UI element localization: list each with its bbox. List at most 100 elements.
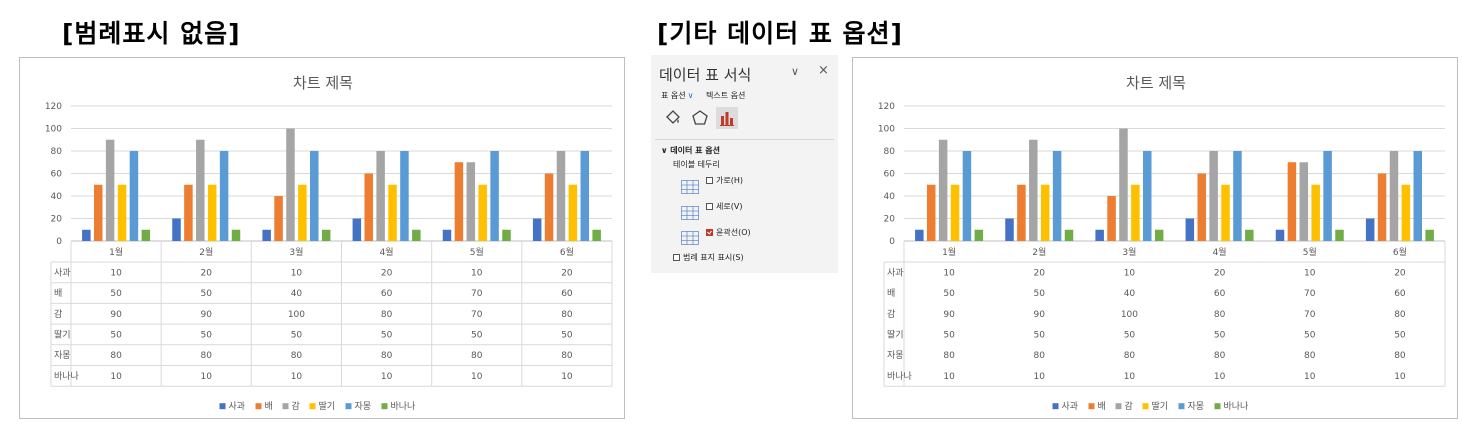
table-cell: 20 <box>1214 268 1226 278</box>
legend-label: 사과 <box>229 401 246 412</box>
table-cell: 80 <box>561 351 573 361</box>
bar-배-5월 <box>454 162 464 241</box>
table-cell: 70 <box>1304 310 1316 320</box>
fill-line-icon[interactable] <box>662 107 684 129</box>
bar-딸기-4월 <box>388 184 397 241</box>
legend-swatch <box>1088 403 1095 410</box>
table-cell: 80 <box>1034 351 1046 361</box>
bar-딸기-1월 <box>950 184 960 241</box>
bar-바나나-2월 <box>231 229 241 241</box>
bar-감-6월 <box>556 151 566 241</box>
table-cell: 10 <box>471 268 483 278</box>
table-row-label: 감 <box>887 308 895 320</box>
effects-icon[interactable] <box>689 107 711 129</box>
table-cell: 10 <box>471 372 483 382</box>
table-cell: 60 <box>1394 289 1406 299</box>
checkbox-box-checked[interactable] <box>706 229 713 236</box>
bar-바나나-6월 <box>592 229 601 241</box>
checkbox-label: 범례 표지 표시(S) <box>683 253 744 262</box>
tab-table-options[interactable]: 표 옵션 ∨ <box>661 91 694 100</box>
table-cell: 100 <box>288 310 305 320</box>
chart-title: 차트 제목 <box>1126 74 1186 92</box>
legend-label: 사과 <box>1062 401 1079 412</box>
legend-label: 딸기 <box>319 400 336 412</box>
table-cell: 80 <box>943 351 955 361</box>
table-cell: 20 <box>1034 268 1046 278</box>
bar-자몽-6월 <box>1413 151 1423 241</box>
table-options-icon[interactable] <box>716 107 738 129</box>
y-tick-label: 120 <box>878 102 895 112</box>
table-cell: 50 <box>201 330 213 340</box>
bar-바나나-3월 <box>321 229 331 241</box>
bar-딸기-2월 <box>207 184 217 241</box>
close-icon[interactable]: × <box>818 63 829 78</box>
checkbox-box[interactable] <box>673 254 680 261</box>
checkbox-vertical[interactable]: 세로(V) <box>706 201 742 212</box>
y-tick-label: 20 <box>51 215 63 225</box>
bar-딸기-5월 <box>1311 184 1320 241</box>
category-label: 1월 <box>109 246 123 258</box>
bar-배-2월 <box>184 184 193 241</box>
checkbox-label: 윤곽선(O) <box>716 228 751 237</box>
table-cell: 10 <box>561 372 573 382</box>
table-cell: 40 <box>291 289 303 299</box>
table-cell: 60 <box>381 289 393 299</box>
checkbox-outline[interactable]: 윤곽선(O) <box>706 227 751 238</box>
bar-배-3월 <box>1107 196 1116 241</box>
checkbox-box[interactable] <box>706 203 713 210</box>
table-cell: 50 <box>110 289 122 299</box>
chart-outline-only[interactable]: 차트 제목 0 20 40 60 80 100 120 1월 2월 3월 4월 5월 6월 사과 10 20 10… <box>852 57 1458 419</box>
legend-label: 딸기 <box>1152 400 1169 412</box>
table-cell: 70 <box>471 310 483 320</box>
bar-자몽-4월 <box>400 151 409 241</box>
category-label: 6월 <box>560 246 574 258</box>
bar-자몽-3월 <box>310 151 319 241</box>
y-tick-label: 120 <box>45 102 62 112</box>
bar-딸기-3월 <box>298 184 307 241</box>
table-cell: 50 <box>291 330 303 340</box>
table-cell: 50 <box>943 330 955 340</box>
bar-배-6월 <box>544 173 554 241</box>
y-tick-label: 40 <box>884 192 896 202</box>
table-cell: 100 <box>1121 310 1138 320</box>
chart-no-legend-keys[interactable]: 차트 제목 0 20 40 60 80 100 120 1월 2월 3월 4월 5월 6월 사과 10 20 10… <box>19 57 625 419</box>
bar-바나나-5월 <box>502 229 511 241</box>
table-cell: 40 <box>1124 289 1136 299</box>
bar-사과-3월 <box>1095 229 1104 241</box>
category-label: 1월 <box>942 246 956 258</box>
bar-감-1월 <box>105 139 115 241</box>
table-cell: 50 <box>201 289 213 299</box>
bar-자몽-2월 <box>219 151 229 241</box>
table-cell: 80 <box>201 351 213 361</box>
y-tick-label: 0 <box>889 237 895 247</box>
table-cell: 10 <box>1034 372 1046 382</box>
bar-사과-1월 <box>82 229 91 241</box>
legend-swatch <box>1052 403 1059 410</box>
legend-swatch <box>1178 403 1185 410</box>
bar-배-4월 <box>364 173 373 241</box>
bar-자몽-5월 <box>490 151 499 241</box>
bar-사과-5월 <box>1275 229 1285 241</box>
legend-label: 바나나 <box>391 401 416 412</box>
bar-배-5월 <box>1287 162 1297 241</box>
checkbox-horizontal[interactable]: 가로(H) <box>706 175 743 186</box>
grid-outline-icon <box>681 230 699 245</box>
bar-바나나-5월 <box>1335 229 1344 241</box>
category-label: 2월 <box>199 246 213 258</box>
checkbox-box[interactable] <box>706 177 713 184</box>
bar-사과-2월 <box>172 218 181 241</box>
panel-title: 데이터 표 서식 <box>659 66 752 84</box>
table-cell: 10 <box>201 372 213 382</box>
heading-no-legend: [범례표시 없음] <box>62 19 241 48</box>
table-row-label: 사과 <box>54 267 71 278</box>
legend-swatch <box>381 403 388 410</box>
bar-사과-6월 <box>1365 218 1375 241</box>
checkbox-show-legend-keys[interactable]: 범례 표지 표시(S) <box>673 252 744 263</box>
section-data-table-options[interactable]: ∨ 데이터 표 옵션 <box>661 146 721 155</box>
y-tick-label: 0 <box>56 237 62 247</box>
bar-배-1월 <box>926 184 936 241</box>
chevron-down-icon[interactable]: ∨ <box>791 65 800 78</box>
tab-text-options[interactable]: 텍스트 옵션 <box>706 91 746 100</box>
y-tick-label: 20 <box>884 215 896 225</box>
